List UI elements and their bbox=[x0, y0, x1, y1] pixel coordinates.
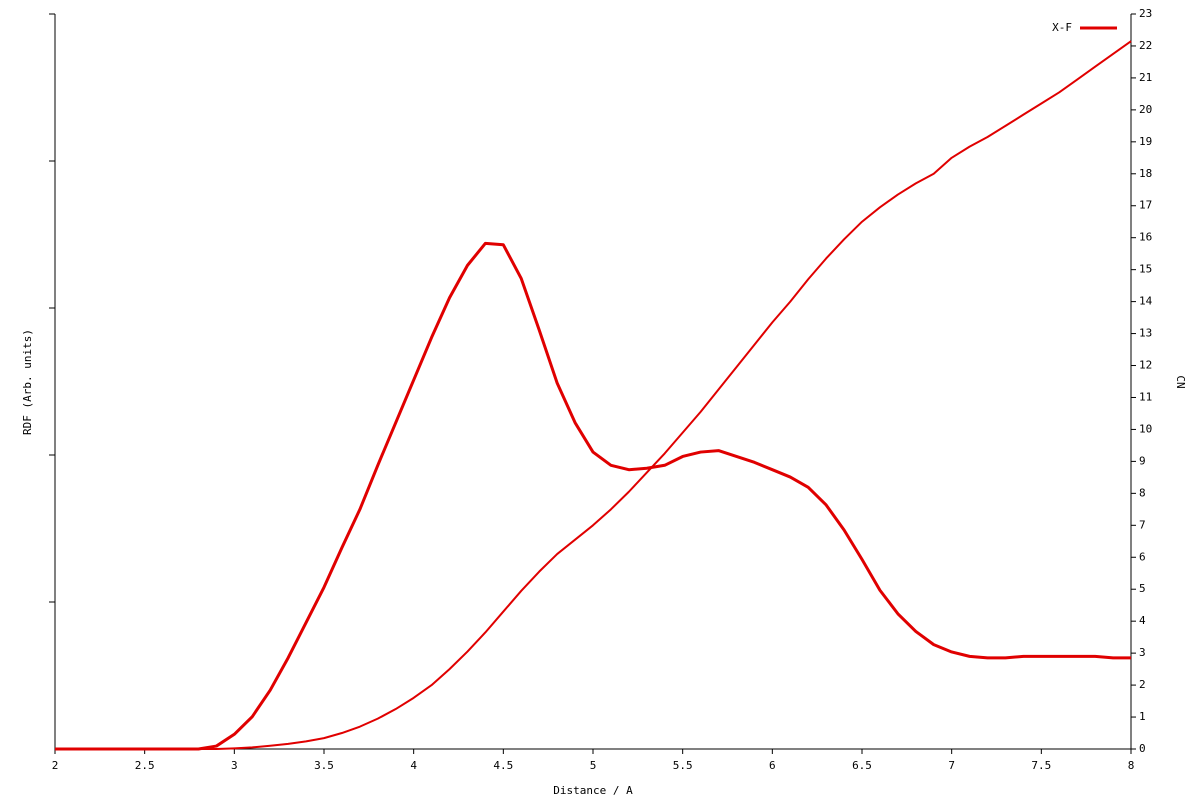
x-tick-label: 6 bbox=[769, 759, 776, 772]
series-line bbox=[55, 241, 1131, 751]
y2-tick-label: 23 bbox=[1139, 7, 1152, 20]
y2-tick-label: 0 bbox=[1139, 742, 1146, 755]
x-tick-label: 4 bbox=[410, 759, 417, 772]
y2-tick-label: 12 bbox=[1139, 359, 1152, 372]
y2-tick-label: 19 bbox=[1139, 135, 1152, 148]
x-tick-label: 6.5 bbox=[852, 759, 872, 772]
y2-tick-label: 16 bbox=[1139, 231, 1152, 244]
y2-tick-label: 6 bbox=[1139, 550, 1146, 563]
y2-tick-label: 22 bbox=[1139, 39, 1152, 52]
y2-tick-label: 11 bbox=[1139, 390, 1152, 403]
y2-tick-label: 20 bbox=[1139, 103, 1152, 116]
x-tick-label: 7.5 bbox=[1031, 759, 1051, 772]
y-axis-label: RDF (Arb. units) bbox=[21, 329, 34, 435]
y2-tick-label: 13 bbox=[1139, 327, 1152, 340]
series-line bbox=[55, 40, 1132, 750]
y2-tick-label: 3 bbox=[1139, 646, 1146, 659]
x-tick-label: 5.5 bbox=[673, 759, 693, 772]
y2-tick-label: 17 bbox=[1139, 199, 1152, 212]
x-tick-label: 3 bbox=[231, 759, 238, 772]
y2-tick-label: 4 bbox=[1139, 614, 1146, 627]
y2-tick-label: 1 bbox=[1139, 710, 1146, 723]
y2-tick-label: 8 bbox=[1139, 486, 1146, 499]
y2-tick-label: 10 bbox=[1139, 422, 1152, 435]
y2-tick-label: 5 bbox=[1139, 582, 1146, 595]
x-axis-label: Distance / A bbox=[553, 784, 633, 797]
legend-label: X-F bbox=[1052, 21, 1072, 34]
x-tick-label: 4.5 bbox=[493, 759, 513, 772]
y2-tick-label: 2 bbox=[1139, 678, 1146, 691]
x-tick-label: 7 bbox=[948, 759, 955, 772]
y2-tick-label: 18 bbox=[1139, 167, 1152, 180]
x-tick-label: 2.5 bbox=[135, 759, 155, 772]
y2-tick-label: 9 bbox=[1139, 454, 1146, 467]
x-tick-label: 2 bbox=[52, 759, 59, 772]
y2-tick-label: 15 bbox=[1139, 263, 1152, 276]
x-tick-label: 3.5 bbox=[314, 759, 334, 772]
y2-tick-label: 14 bbox=[1139, 295, 1153, 308]
x-tick-label: 8 bbox=[1128, 759, 1135, 772]
x-tick-label: 5 bbox=[590, 759, 597, 772]
y2-tick-label: 7 bbox=[1139, 518, 1146, 531]
y2-tick-label: 21 bbox=[1139, 71, 1152, 84]
y2-axis-label: CN bbox=[1174, 375, 1187, 388]
